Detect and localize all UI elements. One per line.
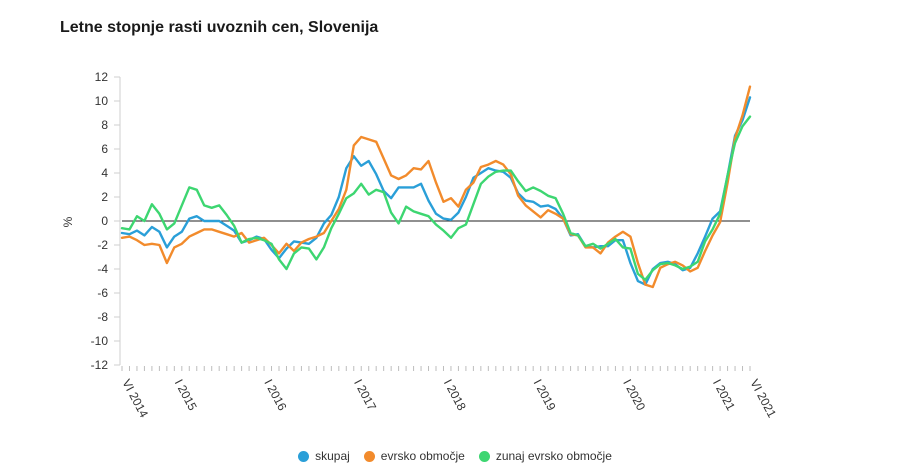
x-tick-label: VI 2021 [747, 377, 779, 420]
series-line-0 [120, 96, 752, 286]
legend-dot-evrsko-obmocje [363, 450, 375, 462]
x-tick-label: I 2018 [441, 377, 469, 413]
y-tick-label: -2 [97, 238, 108, 252]
legend-label-zunaj-evrsko-obmocje: zunaj evrsko območje [495, 449, 612, 463]
x-tick-label: I 2017 [351, 377, 379, 413]
x-tick-label: I 2020 [620, 377, 648, 413]
y-tick-label: -10 [91, 334, 109, 348]
y-tick-label: 12 [95, 70, 109, 84]
legend-item-skupaj[interactable]: skupaj [298, 449, 350, 463]
chart-title: Letne stopnje rasti uvoznih cen, Sloveni… [60, 19, 379, 36]
y-tick-label: -12 [91, 358, 109, 372]
x-tick-label: I 2021 [710, 377, 738, 413]
x-axis: VI 2014 I 2015 I 2016 I 2017 I 2018 I 2019 I 2… [119, 366, 779, 420]
x-tick-label: VI 2014 [119, 377, 151, 420]
x-tick-label: I 2016 [261, 377, 289, 413]
y-tick-label: -8 [97, 310, 108, 324]
y-tick-label: 4 [101, 166, 108, 180]
y-tick-label: 2 [101, 190, 108, 204]
series-line-2 [120, 115, 752, 281]
y-tick-label: -6 [97, 286, 108, 300]
series-line-1 [120, 85, 752, 289]
legend-dot-skupaj [298, 450, 310, 462]
legend-dot-zunaj-evrsko-obmocje [478, 450, 490, 462]
legend-label-skupaj: skupaj [315, 449, 350, 463]
y-axis-label: % [61, 216, 75, 227]
y-tick-label: -4 [97, 262, 108, 276]
x-tick-label: I 2015 [172, 377, 200, 413]
series-group [120, 85, 752, 289]
legend-item-evrsko-obmocje[interactable]: evrsko območje [363, 449, 465, 463]
y-tick-label: 10 [95, 94, 109, 108]
x-tick-label: I 2019 [531, 377, 559, 413]
y-tick-label: 8 [101, 118, 108, 132]
y-axis: 12 10 8 6 4 2 0 -2 -4 -6 -8 -10 -12 [91, 70, 121, 372]
legend-label-evrsko-obmocje: evrsko območje [380, 449, 465, 463]
y-tick-label: 6 [101, 142, 108, 156]
legend-item-zunaj-evrsko-obmocje[interactable]: zunaj evrsko območje [478, 449, 612, 463]
legend: skupaj evrsko območje zunaj evrsko območ… [0, 449, 910, 463]
y-tick-label: 0 [101, 214, 108, 228]
